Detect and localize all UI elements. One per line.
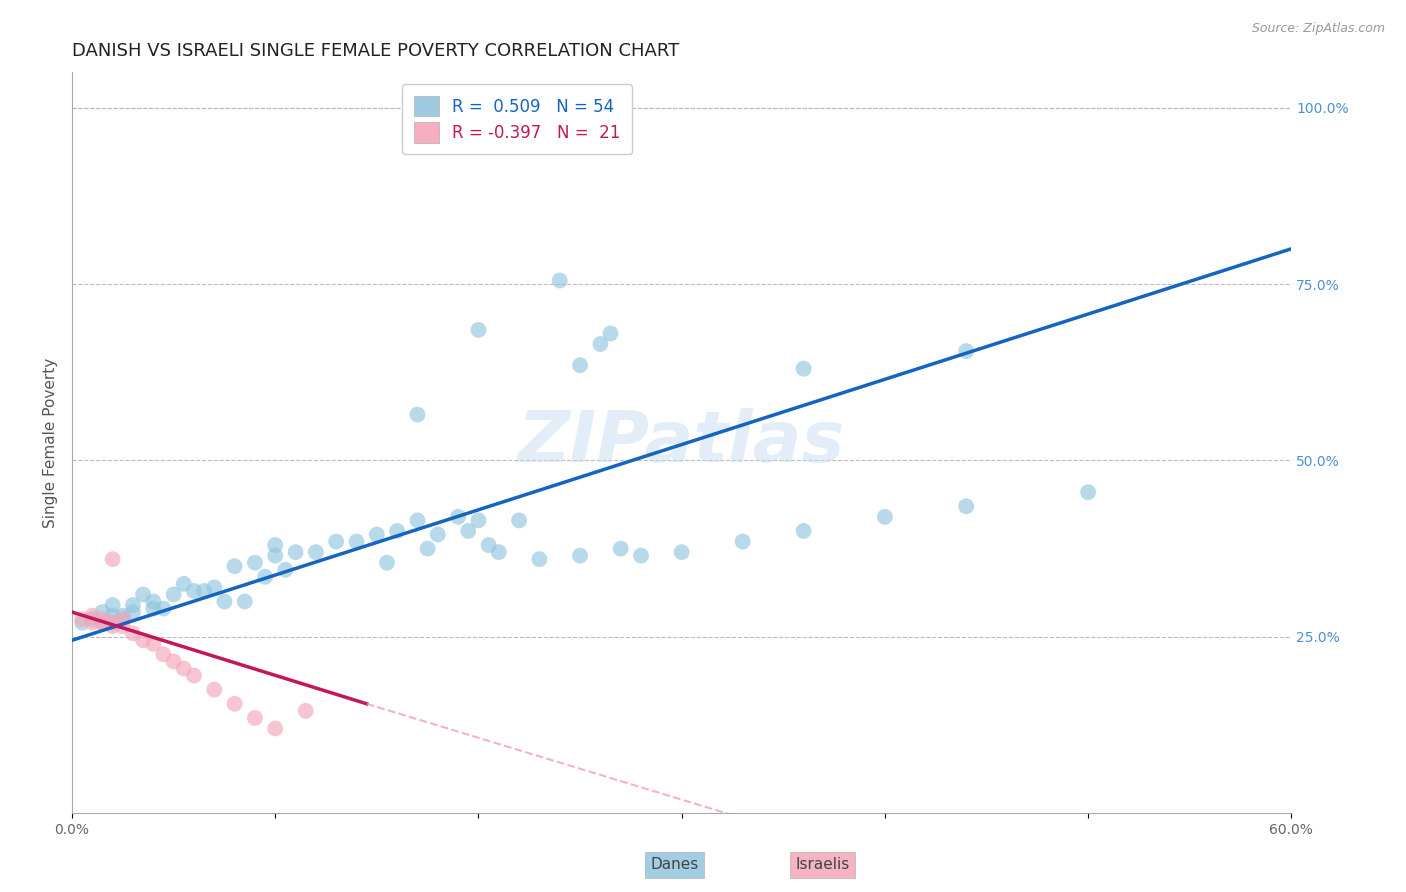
Point — [70, 615, 93, 630]
Point — [202, 682, 225, 697]
Point — [793, 524, 815, 538]
Text: Danes: Danes — [651, 857, 699, 872]
Text: DANISH VS ISRAELI SINGLE FEMALE POVERTY CORRELATION CHART: DANISH VS ISRAELI SINGLE FEMALE POVERTY … — [72, 42, 679, 60]
Point — [70, 612, 93, 626]
Point — [406, 513, 429, 527]
Point — [529, 552, 551, 566]
Point — [508, 513, 530, 527]
Point — [264, 722, 287, 736]
Point — [173, 661, 195, 675]
Point — [478, 538, 501, 552]
Point — [193, 583, 215, 598]
Point — [111, 619, 134, 633]
Point — [447, 509, 470, 524]
Point — [467, 513, 489, 527]
Point — [609, 541, 631, 556]
Point — [142, 594, 165, 608]
Point — [294, 704, 316, 718]
Point — [426, 527, 449, 541]
Point — [82, 615, 104, 630]
Point — [214, 594, 236, 608]
Point — [264, 549, 287, 563]
Point — [152, 648, 174, 662]
Point — [152, 601, 174, 615]
Point — [91, 612, 114, 626]
Point — [202, 581, 225, 595]
Point — [599, 326, 621, 341]
Point — [375, 556, 398, 570]
Point — [731, 534, 754, 549]
Point — [101, 608, 124, 623]
Point — [793, 361, 815, 376]
Point — [162, 655, 184, 669]
Legend: R =  0.509   N = 54, R = -0.397   N =  21: R = 0.509 N = 54, R = -0.397 N = 21 — [402, 85, 633, 154]
Point — [111, 612, 134, 626]
Point — [274, 563, 297, 577]
Point — [467, 323, 489, 337]
Point — [873, 509, 896, 524]
Text: Source: ZipAtlas.com: Source: ZipAtlas.com — [1251, 22, 1385, 36]
Y-axis label: Single Female Poverty: Single Female Poverty — [44, 358, 58, 528]
Point — [82, 612, 104, 626]
Point — [101, 619, 124, 633]
Point — [224, 559, 246, 574]
Point — [955, 500, 977, 514]
Point — [1077, 485, 1099, 500]
Point — [111, 612, 134, 626]
Point — [325, 534, 347, 549]
Point — [122, 626, 145, 640]
Point — [82, 608, 104, 623]
Point — [366, 527, 388, 541]
Point — [101, 598, 124, 612]
Text: ZIPatlas: ZIPatlas — [517, 409, 845, 477]
Point — [243, 711, 266, 725]
Point — [548, 273, 571, 287]
Point — [254, 570, 277, 584]
Point — [91, 605, 114, 619]
Point — [162, 587, 184, 601]
Point — [243, 556, 266, 570]
Point — [142, 637, 165, 651]
Point — [132, 587, 155, 601]
Point — [264, 538, 287, 552]
Point — [183, 668, 205, 682]
Point — [101, 615, 124, 630]
Point — [385, 524, 408, 538]
Point — [224, 697, 246, 711]
Point — [630, 549, 652, 563]
Point — [569, 358, 592, 372]
Text: Israelis: Israelis — [796, 857, 849, 872]
Point — [955, 344, 977, 359]
Point — [457, 524, 479, 538]
Point — [346, 534, 368, 549]
Point — [671, 545, 693, 559]
Point — [233, 594, 256, 608]
Point — [91, 615, 114, 630]
Point — [416, 541, 439, 556]
Point — [101, 552, 124, 566]
Point — [305, 545, 328, 559]
Point — [488, 545, 510, 559]
Point — [569, 549, 592, 563]
Point — [589, 337, 612, 351]
Point — [173, 577, 195, 591]
Point — [91, 615, 114, 630]
Point — [101, 615, 124, 630]
Point — [183, 583, 205, 598]
Point — [406, 408, 429, 422]
Point — [284, 545, 307, 559]
Point — [142, 601, 165, 615]
Point — [122, 598, 145, 612]
Point — [111, 608, 134, 623]
Point — [122, 605, 145, 619]
Point — [132, 633, 155, 648]
